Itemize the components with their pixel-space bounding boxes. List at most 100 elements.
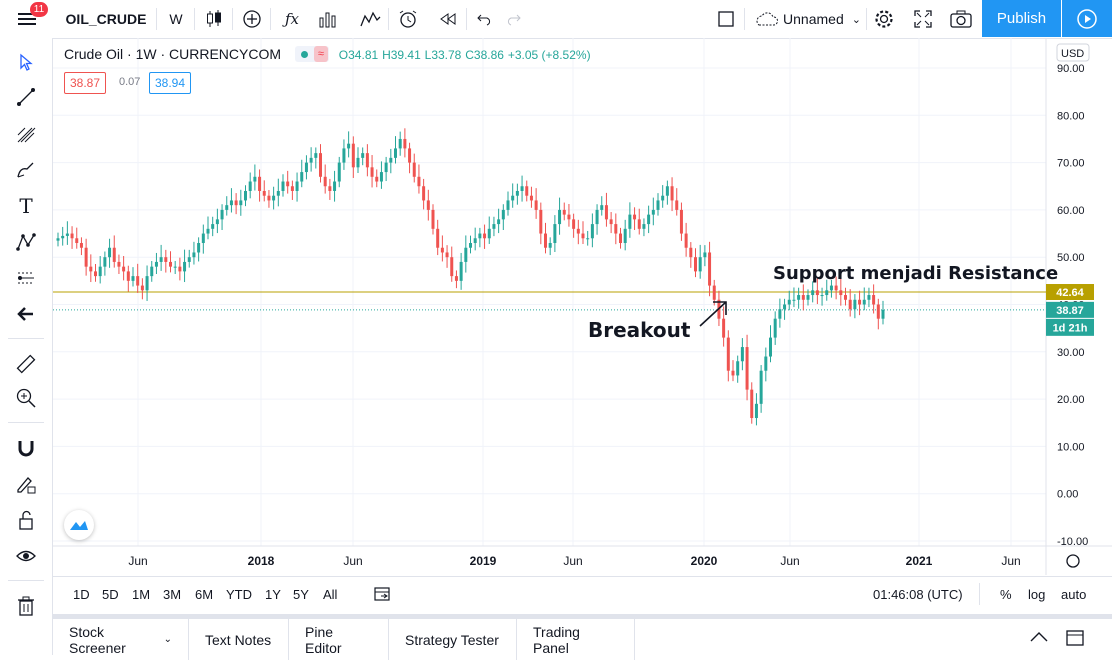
undo-button[interactable]	[472, 0, 498, 38]
axis-settings-icon[interactable]	[1066, 554, 1080, 568]
candle-body	[670, 186, 674, 201]
fullscreen-button[interactable]	[908, 0, 938, 38]
tab-trading-panel[interactable]: Trading Panel	[517, 619, 635, 660]
support-annotation[interactable]: Support menjadi Resistance	[773, 263, 1058, 284]
breakout-arrow[interactable]	[699, 301, 727, 327]
pattern-tool[interactable]	[10, 228, 42, 256]
magnet-icon	[18, 441, 34, 457]
chart-type-button[interactable]	[200, 0, 228, 38]
hide-drawings-tool[interactable]	[10, 542, 42, 570]
ohlc-high: H39.41	[382, 48, 421, 62]
maximize-panel-button[interactable]	[1065, 629, 1085, 652]
brush-tool[interactable]	[10, 156, 42, 184]
range-button-3m[interactable]: 3M	[163, 587, 182, 602]
candle-body	[801, 295, 805, 300]
auto-scale-toggle[interactable]: auto	[1061, 587, 1087, 602]
percent-scale-toggle[interactable]: %	[1000, 587, 1012, 602]
publish-button[interactable]: Publish	[982, 0, 1061, 37]
candle-body	[483, 233, 487, 239]
zoom-tool[interactable]	[10, 384, 42, 412]
tab-stock-screener[interactable]: Stock Screener ⌄	[53, 619, 189, 660]
tab-label: Pine Editor	[305, 623, 342, 656]
buy-price-button[interactable]: 38.94	[149, 72, 192, 94]
candle-body	[633, 214, 637, 220]
range-button-ytd[interactable]: YTD	[226, 587, 252, 602]
breakout-annotation[interactable]: Breakout	[588, 318, 691, 342]
financials-button[interactable]	[314, 0, 342, 38]
candle-body	[225, 205, 229, 210]
candle-body	[820, 295, 824, 297]
templates-button[interactable]	[356, 0, 384, 38]
top-toolbar: 11 OIL_CRUDE W ƒx Unnamed ⌄	[0, 0, 1112, 39]
alert-button[interactable]	[394, 0, 422, 38]
countdown-label: 1d 21h	[1053, 322, 1088, 334]
range-button-1d[interactable]: 1D	[73, 587, 90, 602]
compare-button[interactable]	[238, 0, 266, 38]
candle-body	[201, 233, 205, 244]
pencil-lock-icon	[17, 477, 36, 494]
sell-price-button[interactable]: 38.87	[64, 72, 107, 94]
utc-clock[interactable]: 01:46:08 (UTC)	[873, 587, 963, 602]
replay-button[interactable]	[434, 0, 462, 38]
hide-toolbar-button[interactable]	[10, 300, 42, 328]
collapse-panel-button[interactable]	[1029, 630, 1049, 649]
settings-button[interactable]	[870, 0, 898, 38]
wave-chart-icon	[360, 11, 381, 27]
range-button-1y[interactable]: 1Y	[265, 587, 281, 602]
candle-body	[422, 186, 426, 201]
price-chart[interactable]: 90.0080.0070.0060.0050.0040.0030.0020.00…	[53, 38, 1112, 575]
currency-badge[interactable]	[1056, 43, 1090, 62]
layout-name-button[interactable]: Unnamed ⌄	[750, 0, 864, 38]
fib-tool[interactable]	[10, 120, 42, 148]
candle-body	[534, 200, 538, 210]
symbol-search-button[interactable]: OIL_CRUDE	[65, 11, 147, 27]
layout-name: Unnamed	[783, 11, 844, 27]
candle-body	[262, 190, 266, 196]
candle-body	[417, 176, 421, 187]
range-button-1m[interactable]: 1M	[132, 587, 151, 602]
stay-in-drawing-tool[interactable]	[10, 470, 42, 498]
prediction-tool[interactable]	[10, 264, 42, 292]
candle-body	[473, 238, 477, 244]
range-button-5d[interactable]: 5D	[102, 587, 119, 602]
play-button[interactable]	[1062, 0, 1112, 37]
menu-button[interactable]	[8, 0, 46, 38]
tradingview-logo[interactable]	[64, 510, 94, 540]
text-tool[interactable]: T	[10, 192, 42, 220]
magnet-tool[interactable]	[10, 434, 42, 462]
market-status-badge[interactable]: ≈	[294, 46, 329, 62]
interval-button[interactable]: W	[169, 11, 183, 27]
redo-button[interactable]	[500, 0, 526, 38]
candle-body	[253, 176, 257, 182]
indicators-button[interactable]: ƒx	[278, 0, 306, 38]
candle-body	[586, 238, 590, 240]
candle-body	[844, 295, 847, 300]
candle-body	[881, 309, 885, 319]
tab-pine-editor[interactable]: Pine Editor	[289, 619, 389, 660]
candle-body	[192, 252, 196, 258]
candle-body	[740, 347, 744, 362]
pattern-icon	[16, 233, 36, 251]
candle-body	[604, 205, 608, 220]
candle-body	[848, 299, 852, 310]
remove-drawings-tool[interactable]	[10, 592, 42, 620]
goto-date-button[interactable]	[373, 585, 391, 608]
range-button-all[interactable]: All	[323, 587, 338, 602]
tab-text-notes[interactable]: Text Notes	[189, 619, 289, 660]
range-button-5y[interactable]: 5Y	[293, 587, 309, 602]
lock-drawings-tool[interactable]	[10, 506, 42, 534]
pitchfork-icon	[17, 127, 36, 143]
tab-strategy-tester[interactable]: Strategy Tester	[389, 619, 517, 660]
fullscreen-layout-button[interactable]	[712, 0, 740, 38]
log-scale-toggle[interactable]: log	[1028, 587, 1046, 602]
ohlc-change: +3.05 (+8.52%)	[507, 48, 591, 62]
date-range-bar: 1D 5D 1M 3M 6M YTD 1Y 5Y All 01:46:08 (UTC) % lo…	[53, 576, 1112, 613]
range-button-6m[interactable]: 6M	[195, 587, 214, 602]
cursor-tool[interactable]	[10, 48, 42, 76]
candle-body	[145, 276, 149, 291]
trend-line-tool[interactable]	[10, 83, 42, 111]
candle-body	[675, 200, 679, 210]
snapshot-button[interactable]	[946, 0, 976, 38]
measure-tool[interactable]	[10, 350, 42, 378]
candle-body	[183, 261, 187, 272]
